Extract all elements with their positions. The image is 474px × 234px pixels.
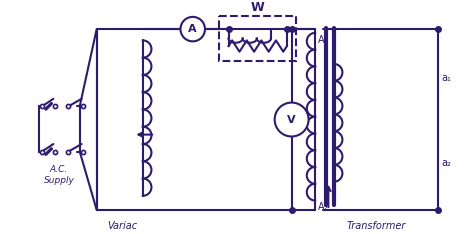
Text: a₁: a₁ (441, 73, 451, 83)
Text: A.C.
Supply: A.C. Supply (44, 165, 74, 185)
Text: a₂: a₂ (441, 158, 451, 168)
Text: Transformer: Transformer (346, 221, 406, 231)
Circle shape (181, 17, 205, 41)
Text: A₁: A₁ (318, 35, 328, 45)
Text: W: W (251, 1, 264, 14)
Text: A₂: A₂ (318, 202, 328, 212)
Text: Variac: Variac (107, 221, 137, 231)
Circle shape (274, 102, 309, 136)
Text: V: V (287, 114, 296, 124)
Bar (219, 16, 296, 61)
Text: A: A (189, 24, 197, 34)
